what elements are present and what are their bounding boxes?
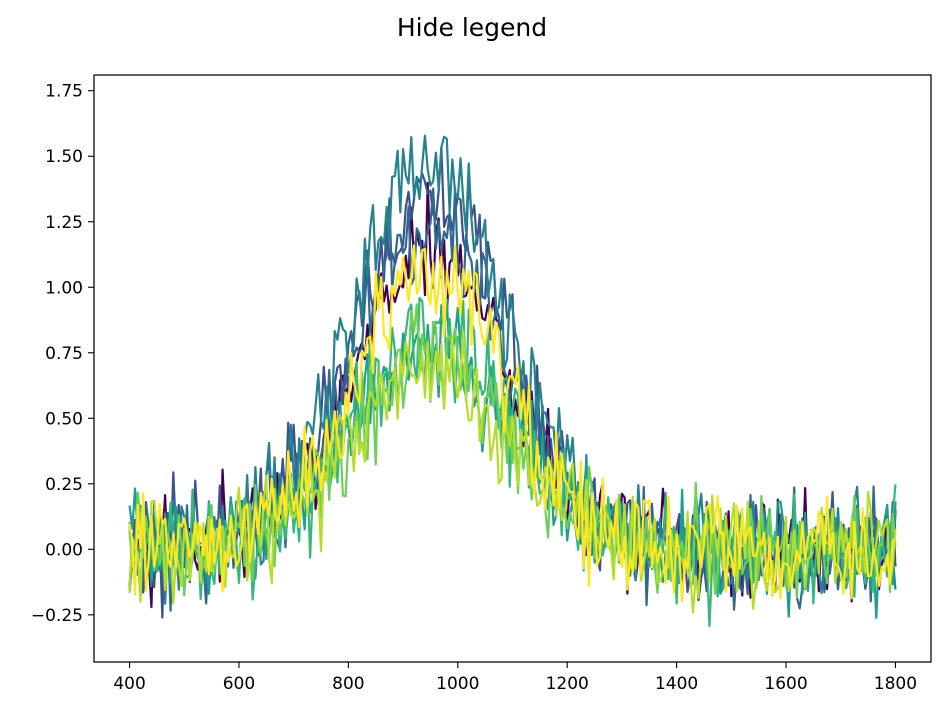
x-tick-label: 1800	[874, 674, 917, 694]
y-tick-label: 0.75	[45, 344, 83, 364]
series-line-9	[128, 244, 897, 603]
y-tick-label: −0.25	[31, 606, 83, 626]
x-tick-label: 1600	[764, 674, 807, 694]
y-axis: −0.25 0.00 0.25 0.50 0.75 1.00 1.25 1.50 1.75	[31, 82, 94, 626]
chart-title: Hide legend	[397, 13, 547, 42]
x-axis: 400 600 800 1000 1200 1400 1600 1800	[113, 662, 917, 694]
y-tick-label: 1.00	[45, 278, 83, 298]
x-tick-label: 600	[223, 674, 255, 694]
y-tick-label: 0.25	[45, 475, 83, 495]
x-tick-label: 400	[113, 674, 145, 694]
y-tick-label: 0.00	[45, 540, 83, 560]
x-tick-label: 800	[332, 674, 364, 694]
x-tick-label: 1400	[655, 674, 698, 694]
y-tick-label: 0.50	[45, 409, 83, 429]
plot-frame	[93, 74, 932, 663]
y-tick-label: 1.75	[45, 82, 83, 102]
series-layer	[128, 134, 897, 628]
y-tick-label: 1.25	[45, 213, 83, 233]
x-tick-label: 1000	[436, 674, 479, 694]
x-tick-label: 1200	[546, 674, 589, 694]
y-tick-label: 1.50	[45, 147, 83, 167]
